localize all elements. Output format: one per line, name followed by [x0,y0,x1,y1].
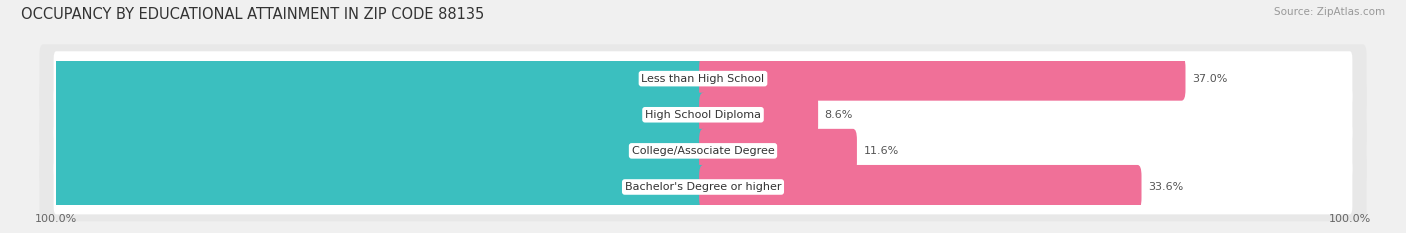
Text: College/Associate Degree: College/Associate Degree [631,146,775,156]
Text: Bachelor's Degree or higher: Bachelor's Degree or higher [624,182,782,192]
Text: OCCUPANCY BY EDUCATIONAL ATTAINMENT IN ZIP CODE 88135: OCCUPANCY BY EDUCATIONAL ATTAINMENT IN Z… [21,7,484,22]
FancyBboxPatch shape [39,44,1367,113]
FancyBboxPatch shape [39,153,1367,221]
FancyBboxPatch shape [0,165,707,209]
Text: 8.6%: 8.6% [824,110,853,120]
Text: Less than High School: Less than High School [641,74,765,84]
FancyBboxPatch shape [39,116,1367,185]
Text: High School Diploma: High School Diploma [645,110,761,120]
Text: 11.6%: 11.6% [863,146,898,156]
Text: 37.0%: 37.0% [1192,74,1227,84]
FancyBboxPatch shape [53,51,1353,106]
FancyBboxPatch shape [0,129,707,173]
FancyBboxPatch shape [39,80,1367,149]
Text: 33.6%: 33.6% [1147,182,1184,192]
Text: Source: ZipAtlas.com: Source: ZipAtlas.com [1274,7,1385,17]
FancyBboxPatch shape [53,87,1353,142]
FancyBboxPatch shape [53,123,1353,178]
FancyBboxPatch shape [0,57,707,101]
FancyBboxPatch shape [699,93,818,137]
FancyBboxPatch shape [699,165,1142,209]
FancyBboxPatch shape [53,160,1353,214]
FancyBboxPatch shape [0,93,707,137]
FancyBboxPatch shape [699,129,856,173]
FancyBboxPatch shape [699,57,1185,101]
